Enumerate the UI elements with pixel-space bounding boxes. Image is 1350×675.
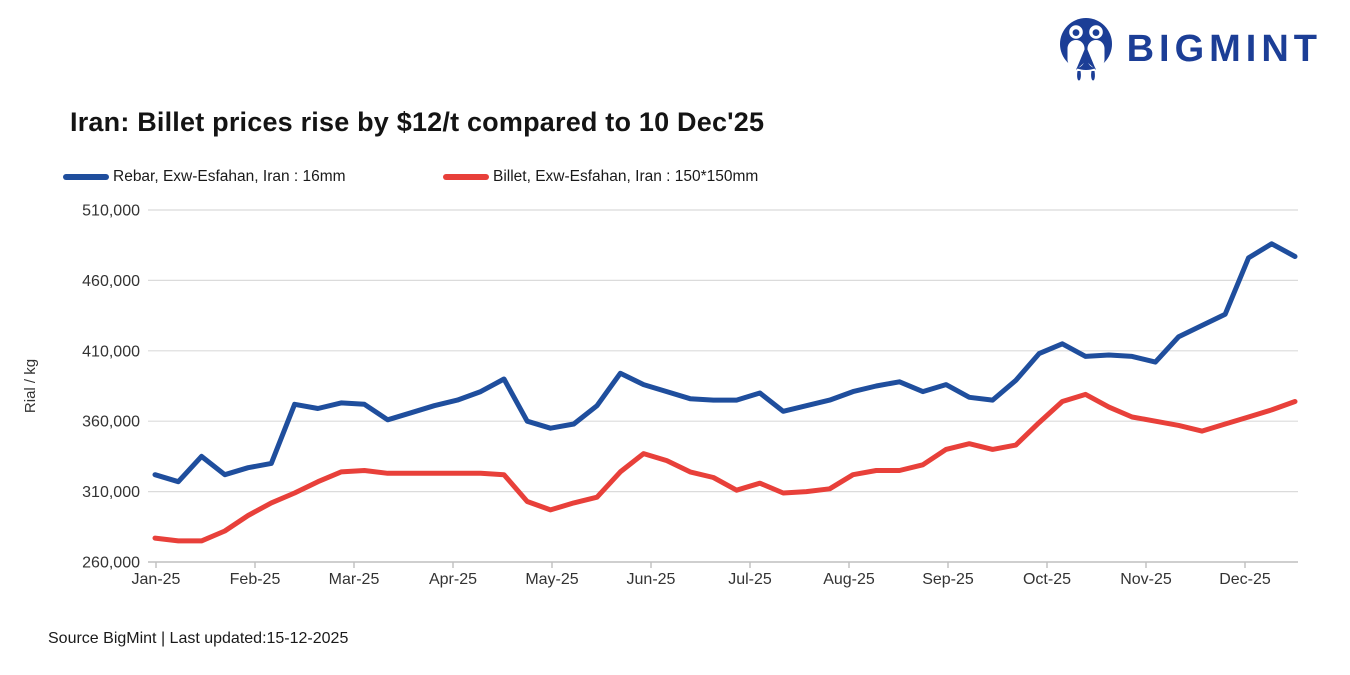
y-tick-label: 360,000 xyxy=(82,414,140,431)
billet-price-line xyxy=(152,391,1298,544)
y-axis-label: Rial / kg xyxy=(22,359,39,413)
rebar-line-swatch xyxy=(63,174,109,180)
y-tick-label: 410,000 xyxy=(82,343,140,360)
x-tick-label: Mar-25 xyxy=(329,571,380,588)
y-tick-label: 310,000 xyxy=(82,484,140,501)
x-tick-label: Aug-25 xyxy=(823,571,875,588)
x-tick-label: Jul-25 xyxy=(728,571,772,588)
source-note: Source BigMint | Last updated:15-12-2025 xyxy=(48,630,349,647)
x-tick-label: Dec-25 xyxy=(1219,571,1271,588)
bigmint-logo-icon xyxy=(1059,18,1112,81)
billet-line-swatch xyxy=(443,174,489,180)
y-tick-label: 510,000 xyxy=(82,203,140,220)
x-tick-label: Jan-25 xyxy=(132,571,181,588)
x-tick-label: Apr-25 xyxy=(429,571,477,588)
rebar-price-line xyxy=(152,241,1298,485)
y-tick-label: 460,000 xyxy=(82,273,140,290)
chart-title: Iran: Billet prices rise by $12/t compar… xyxy=(70,107,765,137)
billet-legend-label: Billet, Exw-Esfahan, Iran : 150*150mm xyxy=(493,168,759,185)
legend-item-rebar: Rebar, Exw-Esfahan, Iran : 16mm xyxy=(63,167,346,187)
legend-item-billet: Billet, Exw-Esfahan, Iran : 150*150mm xyxy=(443,167,758,187)
x-tick-label: Feb-25 xyxy=(230,571,281,588)
rebar-legend-label: Rebar, Exw-Esfahan, Iran : 16mm xyxy=(113,168,346,185)
x-tick-label: Sep-25 xyxy=(922,571,974,588)
x-tick-label: Nov-25 xyxy=(1120,571,1172,588)
y-tick-label: 260,000 xyxy=(82,555,140,572)
x-tick-label: Jun-25 xyxy=(627,571,676,588)
bigmint-logo: BIGMINT xyxy=(1055,16,1322,82)
x-tick-label: May-25 xyxy=(525,571,578,588)
bigmint-logo-text: BIGMINT xyxy=(1126,27,1322,70)
x-tick-label: Oct-25 xyxy=(1023,571,1071,588)
